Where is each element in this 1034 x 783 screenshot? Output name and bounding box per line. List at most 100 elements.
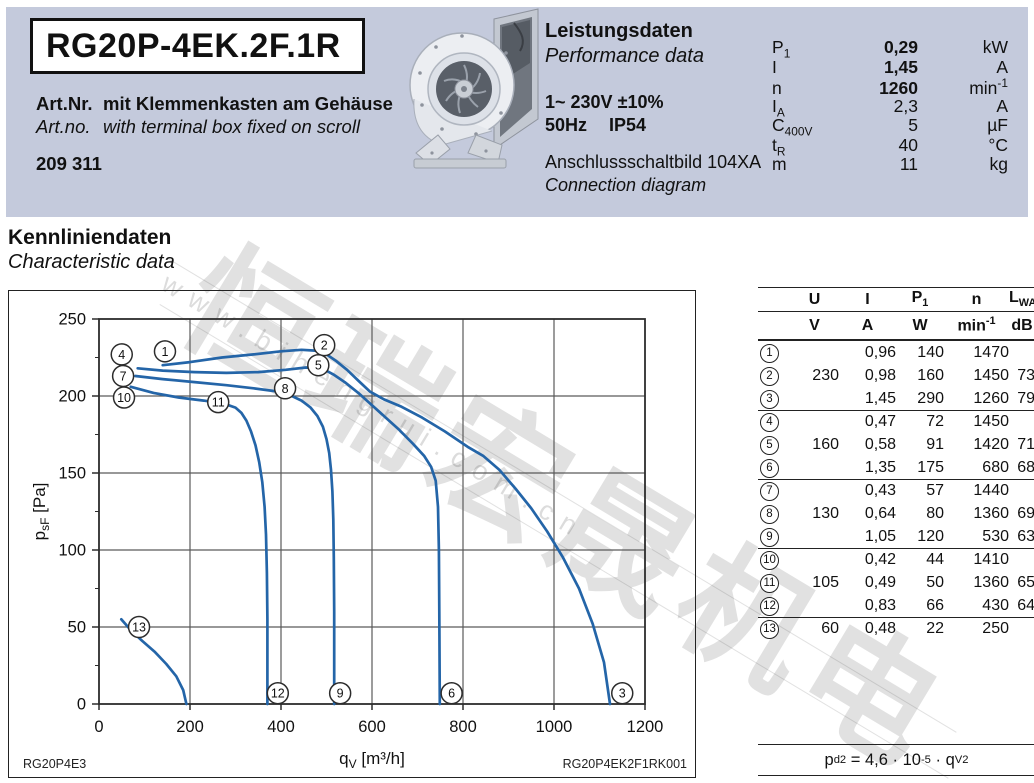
cell-voltage: 105 (812, 573, 839, 591)
param-unit: kW (982, 37, 1008, 57)
x-tick-label: 1000 (536, 718, 573, 736)
art-label-de: Art.Nr. (36, 93, 93, 114)
param-unit: min-1 (969, 76, 1008, 98)
chart-code-left: RG20P4E3 (23, 757, 86, 771)
cell-power: 160 (917, 366, 944, 384)
curve-point-number: 9 (337, 687, 344, 701)
cell-power: 72 (926, 413, 944, 430)
cell-current: 0,49 (864, 573, 896, 591)
y-tick-label: 200 (58, 388, 86, 406)
point-number-badge: 12 (760, 596, 779, 616)
table-row: 4 0,47 72 1450 (758, 410, 1034, 433)
point-number-badge: 10 (760, 551, 779, 570)
x-tick-label: 0 (94, 718, 103, 736)
curve-point-number: 5 (315, 359, 322, 373)
x-tick-label: 1200 (627, 718, 664, 736)
curve-point-circle (440, 681, 463, 705)
cell-speed: 1360 (973, 573, 1009, 591)
point-number-badge: 13 (760, 620, 779, 639)
cell-noise: 73 (1017, 366, 1034, 384)
art-desc-en: with terminal box fixed on scroll (103, 116, 361, 137)
cell-power: 290 (917, 389, 944, 407)
param-value: 11 (899, 154, 918, 174)
cell-voltage: 130 (812, 504, 839, 522)
param-unit: µF (987, 115, 1008, 135)
cell-power: 22 (926, 620, 944, 637)
cell-power: 57 (926, 482, 944, 499)
cell-power: 66 (926, 596, 944, 614)
cell-speed: 1360 (973, 504, 1009, 522)
article-block: Art.Nr. mit Klemmenkasten am Gehäuse Art.… (36, 92, 393, 138)
voltage-spec: 1~ 230V ±10% (545, 92, 664, 112)
cell-speed: 250 (982, 620, 1009, 637)
point-number-badge: 5 (760, 435, 779, 455)
section-title-de: Kennliniendaten (8, 226, 172, 249)
chart-code-right: RG20P4EK2F1RK001 (563, 757, 687, 771)
cell-power: 175 (917, 458, 944, 476)
fan-product-image (406, 3, 546, 200)
cell-power: 44 (926, 551, 944, 568)
cell-voltage: 60 (821, 620, 839, 637)
cell-noise: 65 (1017, 573, 1034, 591)
table-row: 9 1,05 120 530 63 (758, 525, 1034, 548)
cell-power: 140 (917, 343, 944, 361)
curve-point-number: 12 (271, 687, 285, 701)
curve-point-circle (153, 340, 177, 363)
y-tick-label: 250 (58, 311, 86, 329)
perf-title-en: Performance data (545, 45, 704, 67)
param-symbol: IA (772, 95, 785, 120)
curve-point-number: 2 (321, 339, 328, 353)
curve-point-number: 7 (120, 369, 127, 383)
cell-speed: 530 (982, 527, 1009, 545)
table-row: 2 230 0,98 160 1450 73 (758, 364, 1034, 387)
table-row: 5 160 0,58 91 1420 71 (758, 433, 1034, 456)
fan-curve-105V (129, 385, 269, 706)
param-symbol: I (772, 56, 777, 77)
curve-point-circle (266, 681, 290, 705)
characteristic-chart: 0 200 400 600 800 1000 1200 0 50 100 150 200 250 qV [… (8, 290, 696, 778)
curve-point-number: 8 (282, 382, 289, 396)
x-tick-label: 600 (358, 718, 386, 736)
curve-point-number: 11 (212, 396, 225, 410)
param-row: tR 40 °C (772, 134, 1008, 159)
param-value: 1,45 (883, 56, 918, 77)
curve-point-circle (611, 681, 634, 705)
y-tick-label: 150 (58, 465, 86, 483)
connection-de: Anschlussschaltbild 104XA (545, 152, 762, 172)
param-row: I 1,45 A (772, 57, 1008, 77)
table-header-row: U I P1 n LWA (758, 288, 1034, 312)
param-value: 2,3 (893, 95, 918, 116)
param-unit: kg (989, 154, 1008, 174)
model-number: RG20P-4EK.2F.1R (46, 26, 341, 65)
cell-speed: 1410 (973, 551, 1009, 568)
cell-current: 0,64 (864, 504, 896, 522)
table-row: 12 0,83 66 430 64 (758, 594, 1034, 617)
param-value: 0,29 (883, 37, 918, 57)
section-title-en: Characteristic data (8, 251, 175, 273)
cell-power: 120 (917, 527, 944, 545)
header-band: RG20P-4EK.2F.1R Art.Nr. mit Klemmenkasten… (6, 7, 1028, 217)
param-unit: °C (988, 134, 1008, 155)
point-number-badge: 11 (760, 573, 779, 593)
y-tick-label: 50 (68, 619, 86, 637)
param-value: 40 (898, 134, 918, 155)
x-axis-label: qV [m³/h] (339, 749, 405, 771)
param-row: m 11 kg (772, 154, 1008, 174)
cell-voltage: 160 (812, 435, 839, 453)
cell-noise: 63 (1017, 527, 1034, 545)
cell-current: 0,58 (864, 435, 896, 453)
point-number-badge: 7 (760, 482, 779, 501)
cell-current: 1,35 (864, 458, 896, 476)
curve-point-circle (112, 386, 136, 409)
protection-spec: IP54 (609, 115, 647, 135)
param-row: n 1260 min-1 (772, 76, 1008, 98)
cell-noise: 71 (1017, 435, 1034, 453)
model-title-box: RG20P-4EK.2F.1R (30, 18, 365, 74)
table-row: 8 130 0,64 80 1360 69 (758, 502, 1034, 525)
cell-voltage: 230 (812, 366, 839, 384)
table-row: 7 0,43 57 1440 (758, 479, 1034, 502)
curve-point-number: 3 (619, 687, 626, 701)
